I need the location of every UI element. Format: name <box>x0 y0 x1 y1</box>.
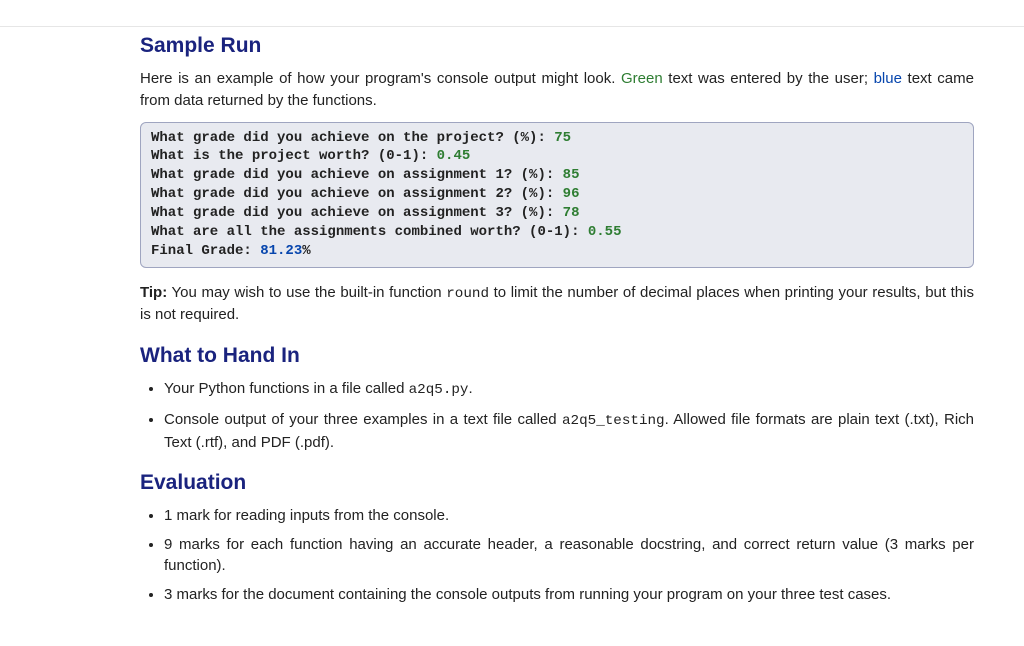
intro-blue-word: blue <box>874 70 902 87</box>
intro-green-word: Green <box>621 70 663 87</box>
console-user-input: 85 <box>563 167 580 183</box>
console-prompt: What is the project worth? (0-1): <box>151 148 437 164</box>
evaluation-item-3: 3 marks for the document containing the … <box>164 584 984 605</box>
console-user-input: 78 <box>563 205 580 221</box>
list-code: a2q5.py <box>409 382 469 398</box>
intro-paragraph: Here is an example of how your program's… <box>140 68 984 112</box>
console-prompt: What grade did you achieve on assignment… <box>151 205 563 221</box>
console-prompt: What grade did you achieve on assignment… <box>151 167 563 183</box>
evaluation-item-2: 9 marks for each function having an accu… <box>164 534 984 576</box>
console-prompt: What grade did you achieve on assignment… <box>151 186 563 202</box>
hand-in-list: Your Python functions in a file called a… <box>140 378 984 453</box>
console-line-7: Final Grade: 81.23% <box>151 242 963 261</box>
tip-code-round: round <box>446 286 489 302</box>
console-function-output: 81.23 <box>260 243 302 259</box>
hand-in-item-2: Console output of your three examples in… <box>164 409 984 453</box>
console-prompt: What are all the assignments combined wo… <box>151 224 588 240</box>
console-line-6: What are all the assignments combined wo… <box>151 223 963 242</box>
assignment-document: Sample Run Here is an example of how you… <box>0 0 1024 646</box>
console-line-3: What grade did you achieve on assignment… <box>151 166 963 185</box>
console-user-input: 96 <box>563 186 580 202</box>
list-text: Your Python functions in a file called <box>164 380 409 397</box>
console-line-2: What is the project worth? (0-1): 0.45 <box>151 147 963 166</box>
heading-hand-in: What to Hand In <box>140 344 984 368</box>
console-user-input: 0.45 <box>437 148 471 164</box>
console-final-label: Final Grade: <box>151 243 260 259</box>
heading-evaluation: Evaluation <box>140 471 984 495</box>
console-line-5: What grade did you achieve on assignment… <box>151 204 963 223</box>
intro-mid: text was entered by the user; <box>663 70 874 87</box>
hand-in-item-1: Your Python functions in a file called a… <box>164 378 984 401</box>
evaluation-list: 1 mark for reading inputs from the conso… <box>140 505 984 605</box>
console-prompt: What grade did you achieve on the projec… <box>151 130 554 146</box>
console-line-4: What grade did you achieve on assignment… <box>151 185 963 204</box>
tip-paragraph: Tip: You may wish to use the built-in fu… <box>140 282 984 326</box>
evaluation-item-1: 1 mark for reading inputs from the conso… <box>164 505 984 526</box>
list-text: . <box>468 380 472 397</box>
intro-pre: Here is an example of how your program's… <box>140 70 621 87</box>
top-divider <box>0 26 1024 27</box>
list-code: a2q5_testing <box>562 413 665 429</box>
console-user-input: 75 <box>554 130 571 146</box>
tip-label: Tip: <box>140 284 167 301</box>
console-final-suffix: % <box>302 243 310 259</box>
console-line-1: What grade did you achieve on the projec… <box>151 129 963 148</box>
tip-pre: You may wish to use the built-in functio… <box>167 284 446 301</box>
list-text: Console output of your three examples in… <box>164 411 562 428</box>
heading-sample-run: Sample Run <box>140 34 984 58</box>
console-output-box: What grade did you achieve on the projec… <box>140 122 974 268</box>
console-user-input: 0.55 <box>588 224 622 240</box>
